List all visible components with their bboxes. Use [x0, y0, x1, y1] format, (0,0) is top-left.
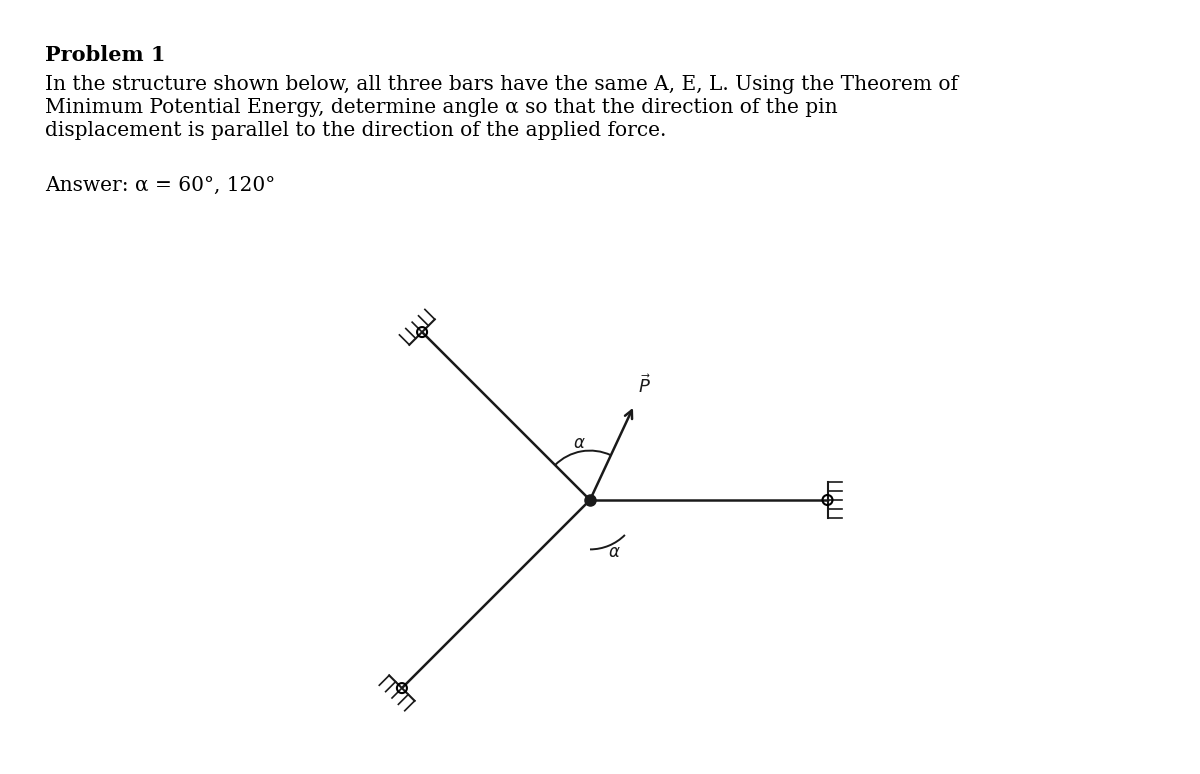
Text: $\alpha$: $\alpha$	[608, 544, 622, 561]
Text: $\vec{P}$: $\vec{P}$	[638, 375, 650, 397]
Text: In the structure shown below, all three bars have the same A, E, L. Using the Th: In the structure shown below, all three …	[46, 75, 958, 94]
Text: Minimum Potential Energy, determine angle α so that the direction of the pin: Minimum Potential Energy, determine angl…	[46, 98, 838, 117]
Text: Answer: α = 60°, 120°: Answer: α = 60°, 120°	[46, 176, 275, 195]
Text: $\alpha$: $\alpha$	[572, 435, 586, 452]
Text: Problem 1: Problem 1	[46, 45, 166, 65]
Text: displacement is parallel to the direction of the applied force.: displacement is parallel to the directio…	[46, 121, 666, 140]
